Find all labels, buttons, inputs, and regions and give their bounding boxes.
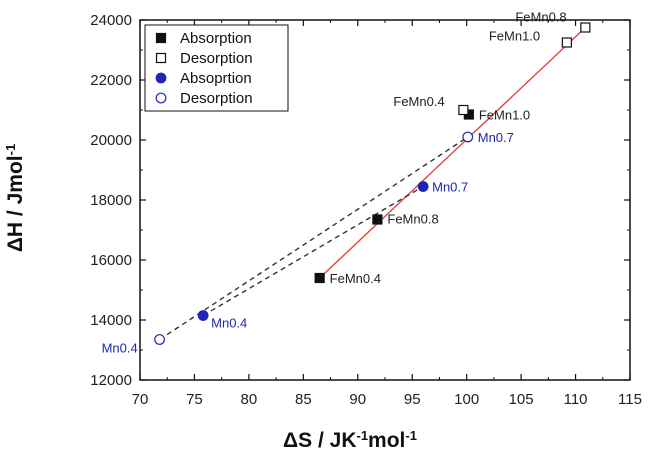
point-label: Mn0.7 — [478, 130, 514, 145]
x-tick-label: 80 — [241, 391, 258, 408]
data-markers — [154, 22, 591, 345]
y-tick-label: 22000 — [90, 72, 132, 89]
x-tick-label: 90 — [349, 391, 366, 408]
solid-fit-line — [319, 26, 586, 279]
legend-marker — [155, 92, 167, 104]
x-tick-label: 105 — [509, 391, 534, 408]
dashed-fit-line — [159, 136, 469, 341]
data-point — [561, 37, 572, 48]
y-tick-label: 24000 — [90, 12, 132, 29]
point-label: FeMn0.4 — [393, 94, 444, 109]
legend-label: Absorption — [180, 30, 252, 47]
dashed-fit-line — [202, 185, 424, 317]
data-point — [417, 181, 429, 192]
data-point — [372, 214, 383, 225]
legend: Absorption Desorption Absoprtion Desorption — [144, 24, 289, 112]
data-point — [197, 310, 209, 321]
y-tick-label: 14000 — [90, 312, 132, 329]
point-label: FeMn1.0 — [489, 29, 540, 44]
data-point — [314, 272, 325, 284]
point-label: Mn0.7 — [432, 180, 468, 195]
point-label: Mn0.4 — [102, 341, 138, 356]
data-point — [580, 22, 591, 33]
x-tick-label: 95 — [404, 391, 421, 408]
point-label: FeMn0.8 — [387, 212, 438, 227]
y-tick-label: 18000 — [90, 192, 132, 209]
x-tick-label: 85 — [295, 391, 312, 408]
x-tick-label: 110 — [564, 391, 588, 408]
point-label: FeMn0.8 — [515, 10, 566, 25]
legend-label: Absoprtion — [180, 70, 252, 87]
legend-marker — [155, 52, 167, 64]
y-tick-label: 12000 — [90, 372, 132, 389]
legend-box — [144, 24, 289, 112]
data-point — [154, 334, 166, 345]
x-tick-label: 100 — [454, 391, 479, 408]
legend-label: Desorption — [180, 50, 253, 67]
data-point — [458, 104, 469, 116]
y-tick-label: 20000 — [90, 132, 132, 149]
fit-lines — [159, 26, 586, 341]
x-axis-title: ΔS / JK-1mol-1 — [283, 428, 417, 453]
y-tick-label: 16000 — [90, 252, 132, 269]
y-axis-title: ΔH / Jmol-1 — [3, 144, 28, 252]
axes: 70 75 80 85 90 95 100 105 110 115 12000 14000 16000 1… — [90, 12, 642, 408]
point-label: Mn0.4 — [211, 316, 247, 331]
legend-marker — [155, 72, 167, 84]
point-label: FeMn0.4 — [330, 271, 381, 286]
x-tick-label: 115 — [618, 391, 642, 408]
legend-label: Desorption — [180, 90, 253, 107]
data-point — [462, 131, 474, 143]
legend-marker — [155, 32, 167, 44]
x-tick-label: 75 — [186, 391, 203, 408]
x-tick-label: 70 — [132, 391, 149, 408]
point-label: FeMn1.0 — [479, 108, 530, 123]
